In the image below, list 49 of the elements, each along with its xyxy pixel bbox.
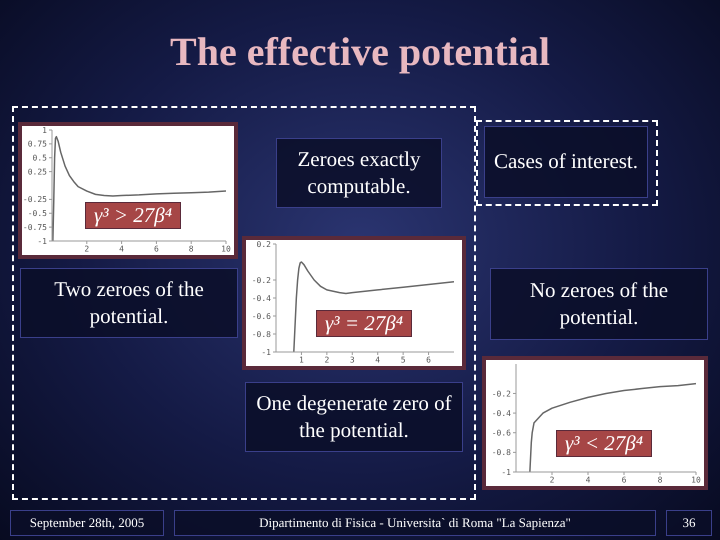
text: The effective potential <box>169 28 551 75</box>
y-tick-label: -0.2 <box>252 276 272 285</box>
y-tick-label: 0.75 <box>28 140 48 149</box>
y-tick-label: -0.6 <box>252 312 272 321</box>
x-tick-label: 4 <box>375 356 380 365</box>
line-series <box>529 382 696 472</box>
text: Two zeroes of the potential. <box>20 268 238 338</box>
text: 36 <box>666 510 712 536</box>
y-tick-label: -0.4 <box>492 408 512 418</box>
annotation: γ³ < 27β⁴ <box>556 430 652 457</box>
x-tick-label: 8 <box>188 244 194 254</box>
y-tick-label: -0.75 <box>22 222 48 232</box>
x-tick-label: 4 <box>119 244 124 254</box>
x-tick-label: 6 <box>426 356 432 365</box>
text: No zeroes of the potential. <box>490 268 708 340</box>
y-tick-label: 0.2 <box>256 240 272 249</box>
x-tick-label: 2 <box>550 476 555 485</box>
x-tick-label: 8 <box>658 476 663 485</box>
y-tick-label: -0.6 <box>492 428 512 438</box>
y-tick-label: -1 <box>37 236 48 246</box>
text: One degenerate zero of the potential. <box>245 382 463 452</box>
y-tick-label: -0.25 <box>22 195 48 204</box>
y-tick-label: -0.8 <box>252 330 272 339</box>
x-tick-label: 6 <box>622 476 627 485</box>
y-tick-label: -0.8 <box>492 448 512 458</box>
x-tick-label: 2 <box>324 356 330 365</box>
y-tick-label: 0.25 <box>28 167 48 176</box>
x-tick-label: 6 <box>154 244 159 254</box>
x-tick-label: 10 <box>691 476 701 485</box>
y-tick-label: -0.5 <box>28 209 48 218</box>
y-tick-label: 0.5 <box>32 154 48 163</box>
text: September 28th, 2005 <box>10 510 164 536</box>
text: Dipartimento di Fisica - Universita` di Roma "La Sapienza" <box>174 510 656 536</box>
y-tick-label: -1 <box>501 468 512 477</box>
text: Zeroes exactly computable. <box>276 138 442 208</box>
y-tick-label: -0.4 <box>252 294 272 303</box>
y-tick-label: 1 <box>42 126 48 135</box>
annotation: γ³ > 27β⁴ <box>85 202 182 229</box>
x-tick-label: 3 <box>350 356 355 365</box>
x-tick-label: 1 <box>299 356 304 365</box>
x-tick-label: 10 <box>221 244 231 254</box>
x-tick-label: 5 <box>400 356 406 365</box>
annotation: γ³ = 27β⁴ <box>316 310 412 337</box>
line-series <box>293 261 454 352</box>
text: Cases of interest. <box>484 126 648 198</box>
x-tick-label: 2 <box>84 244 90 254</box>
y-tick-label: -1 <box>261 348 272 357</box>
y-tick-label: -0.2 <box>492 389 512 398</box>
x-tick-label: 4 <box>586 476 591 485</box>
